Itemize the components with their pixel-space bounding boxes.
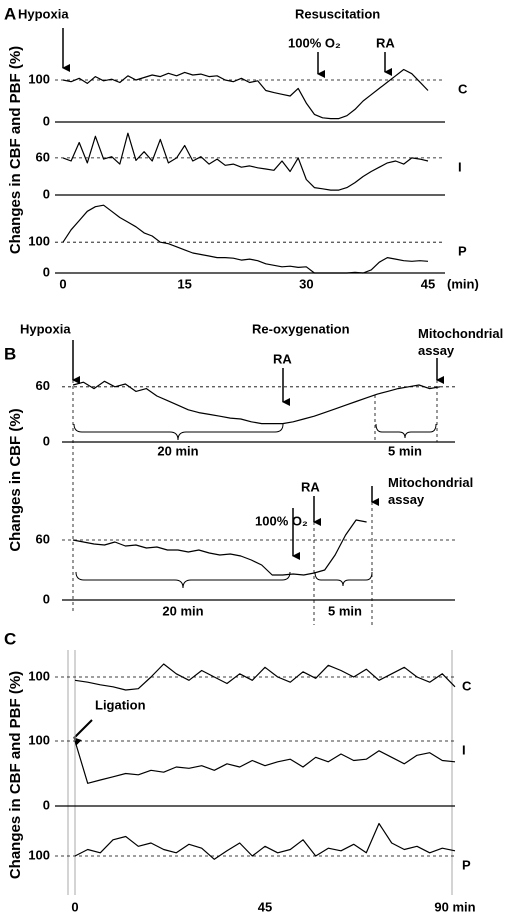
x-tick-label: 15: [177, 276, 191, 291]
annotation: RA: [301, 479, 320, 494]
series-label: P: [458, 244, 467, 259]
panel-label: C: [4, 629, 16, 648]
annotation: Hypoxia: [18, 6, 69, 21]
annotation: Hypoxia: [20, 321, 71, 336]
panel-label: B: [4, 344, 16, 363]
vertical-lines: [67, 650, 453, 895]
annotation: Ligation: [95, 697, 146, 712]
x-tick-label: 90 min: [434, 899, 475, 914]
marker-lines: [72, 380, 438, 625]
annotation: RA: [376, 35, 395, 50]
annotation: Mitochondrial assay: [388, 475, 474, 507]
y-tick-label: 100: [28, 668, 50, 683]
y-tick-label: 100: [28, 71, 50, 86]
trace: [74, 663, 456, 691]
trace: [74, 740, 456, 784]
series-label: P: [462, 857, 471, 872]
annotation: 100% O₂: [288, 35, 341, 50]
x-tick-label: 45: [421, 276, 435, 291]
y-tick-label: 0: [43, 797, 50, 812]
y-tick-label: 60: [36, 531, 50, 546]
y-axis-label: Changes in CBF and PBF (%): [7, 46, 24, 254]
trace: [62, 132, 429, 191]
annotation: Mitochondrial assay: [418, 326, 504, 358]
y-axis-label: Changes in CBF and PBF (%): [7, 671, 24, 879]
y-tick-label: 100: [28, 732, 50, 747]
series-label: I: [458, 159, 462, 174]
brace-label: 20 min: [162, 603, 203, 618]
x-tick-label: 45: [258, 899, 272, 914]
annotation: RA: [273, 351, 292, 366]
panel-label: A: [4, 4, 16, 23]
brace-label: 20 min: [157, 443, 198, 458]
y-tick-label: 100: [28, 234, 50, 249]
arrow: [73, 719, 93, 746]
braces: [73, 423, 437, 589]
annotation: Re-oxygenation: [252, 321, 350, 336]
x-tick-label: 30: [299, 276, 313, 291]
y-tick-label: 0: [43, 186, 50, 201]
trace: [72, 519, 367, 576]
y-tick-label: 0: [43, 591, 50, 606]
y-tick-label: 0: [43, 113, 50, 128]
x-unit: (min): [447, 276, 479, 291]
series-label: C: [462, 678, 472, 693]
brace-label: 5 min: [328, 603, 362, 618]
y-tick-label: 0: [43, 433, 50, 448]
trace: [62, 68, 429, 120]
series-label: I: [462, 742, 466, 757]
y-axis-label: Changes in CBF (%): [7, 408, 24, 551]
annotation: Resuscitation: [295, 6, 380, 21]
trace: [74, 822, 456, 860]
annotation: 100% O₂: [255, 513, 308, 528]
y-tick-label: 60: [36, 149, 50, 164]
brace-label: 5 min: [388, 443, 422, 458]
x-tick-label: 0: [59, 276, 66, 291]
trace: [62, 204, 429, 274]
x-tick-label: 0: [71, 899, 78, 914]
trace: [72, 380, 441, 425]
y-tick-label: 0: [43, 264, 50, 279]
y-tick-label: 60: [36, 378, 50, 393]
series-label: C: [458, 81, 468, 96]
y-tick-label: 100: [28, 847, 50, 862]
